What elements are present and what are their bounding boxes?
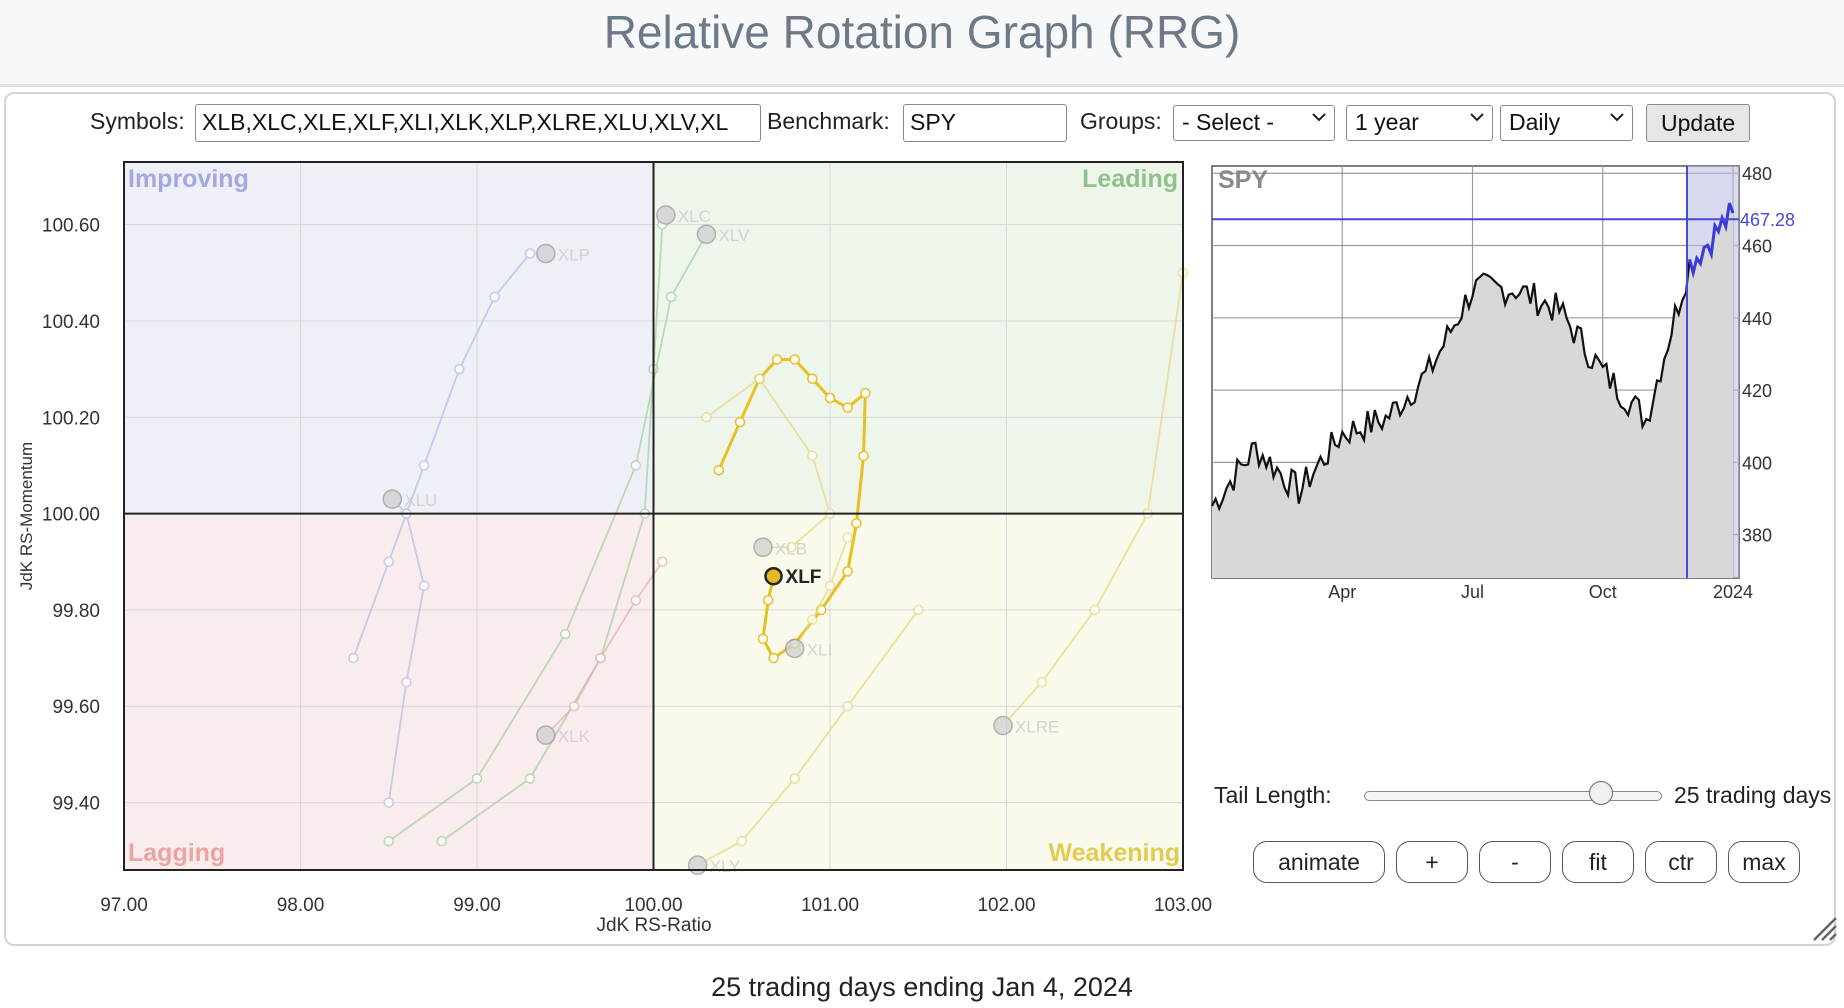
resize-handle-icon[interactable] bbox=[1810, 914, 1838, 942]
symbols-label: Symbols: bbox=[90, 108, 185, 134]
tail-length-label: Tail Length: bbox=[1214, 782, 1332, 808]
frequency-select-value: Daily bbox=[1509, 109, 1561, 135]
chevron-down-icon bbox=[1312, 113, 1326, 122]
groups-select-value: - Select - bbox=[1182, 109, 1275, 135]
page-title: Relative Rotation Graph (RRG) bbox=[603, 6, 1241, 58]
symbols-input[interactable]: XLB,XLC,XLE,XLF,XLI,XLK,XLP,XLRE,XLU,XLV… bbox=[195, 104, 761, 142]
period-select-value: 1 year bbox=[1355, 109, 1419, 135]
footer-caption: 25 trading days ending Jan 4, 2024 bbox=[711, 972, 1133, 1002]
zoom-in-button[interactable]: + bbox=[1396, 841, 1468, 883]
groups-label: Groups: bbox=[1080, 108, 1162, 134]
title-bar: Relative Rotation Graph (RRG) bbox=[0, 0, 1844, 87]
rrg-panel: Symbols: XLB,XLC,XLE,XLF,XLI,XLK,XLP,XLR… bbox=[4, 92, 1838, 946]
animate-button[interactable]: animate bbox=[1253, 841, 1385, 883]
slider-handle[interactable] bbox=[1589, 781, 1614, 805]
groups-select[interactable]: - Select - bbox=[1173, 105, 1335, 141]
max-button[interactable]: max bbox=[1728, 841, 1800, 883]
tail-length-slider[interactable] bbox=[1360, 781, 1664, 805]
update-button[interactable]: Update bbox=[1646, 104, 1751, 142]
benchmark-input[interactable]: SPY bbox=[903, 104, 1067, 142]
chevron-down-icon bbox=[1610, 113, 1624, 122]
period-select[interactable]: 1 year bbox=[1346, 105, 1493, 141]
benchmark-label: Benchmark: bbox=[767, 108, 890, 134]
chevron-down-icon bbox=[1470, 113, 1484, 122]
slider-track bbox=[1364, 791, 1662, 801]
center-button[interactable]: ctr bbox=[1645, 841, 1717, 883]
frequency-select[interactable]: Daily bbox=[1500, 105, 1633, 141]
fit-button[interactable]: fit bbox=[1562, 841, 1634, 883]
zoom-out-button[interactable]: - bbox=[1479, 841, 1551, 883]
tail-length-value: 25 trading days bbox=[1674, 782, 1832, 808]
